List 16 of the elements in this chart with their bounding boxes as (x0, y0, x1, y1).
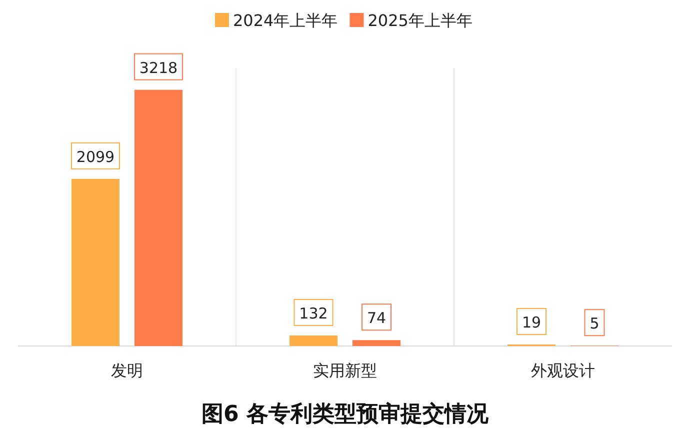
bar (290, 335, 338, 346)
data-label: 2099 (76, 148, 115, 166)
legend-label: 2024年上半年 (233, 11, 338, 30)
data-label: 5 (590, 314, 600, 333)
bar (134, 90, 182, 346)
data-label: 19 (522, 313, 542, 332)
x-tick-label: 外观设计 (531, 361, 595, 380)
data-label: 74 (366, 309, 386, 328)
data-label: 3218 (139, 58, 178, 77)
x-tick-label: 发明 (111, 361, 143, 380)
data-label: 132 (299, 304, 328, 322)
x-tick-label: 实用新型 (313, 361, 377, 380)
bar (72, 178, 120, 346)
legend-label: 2025年上半年 (368, 11, 472, 30)
bar (352, 340, 400, 346)
text: 图6 各专利类型预审提交情况 (202, 401, 490, 427)
